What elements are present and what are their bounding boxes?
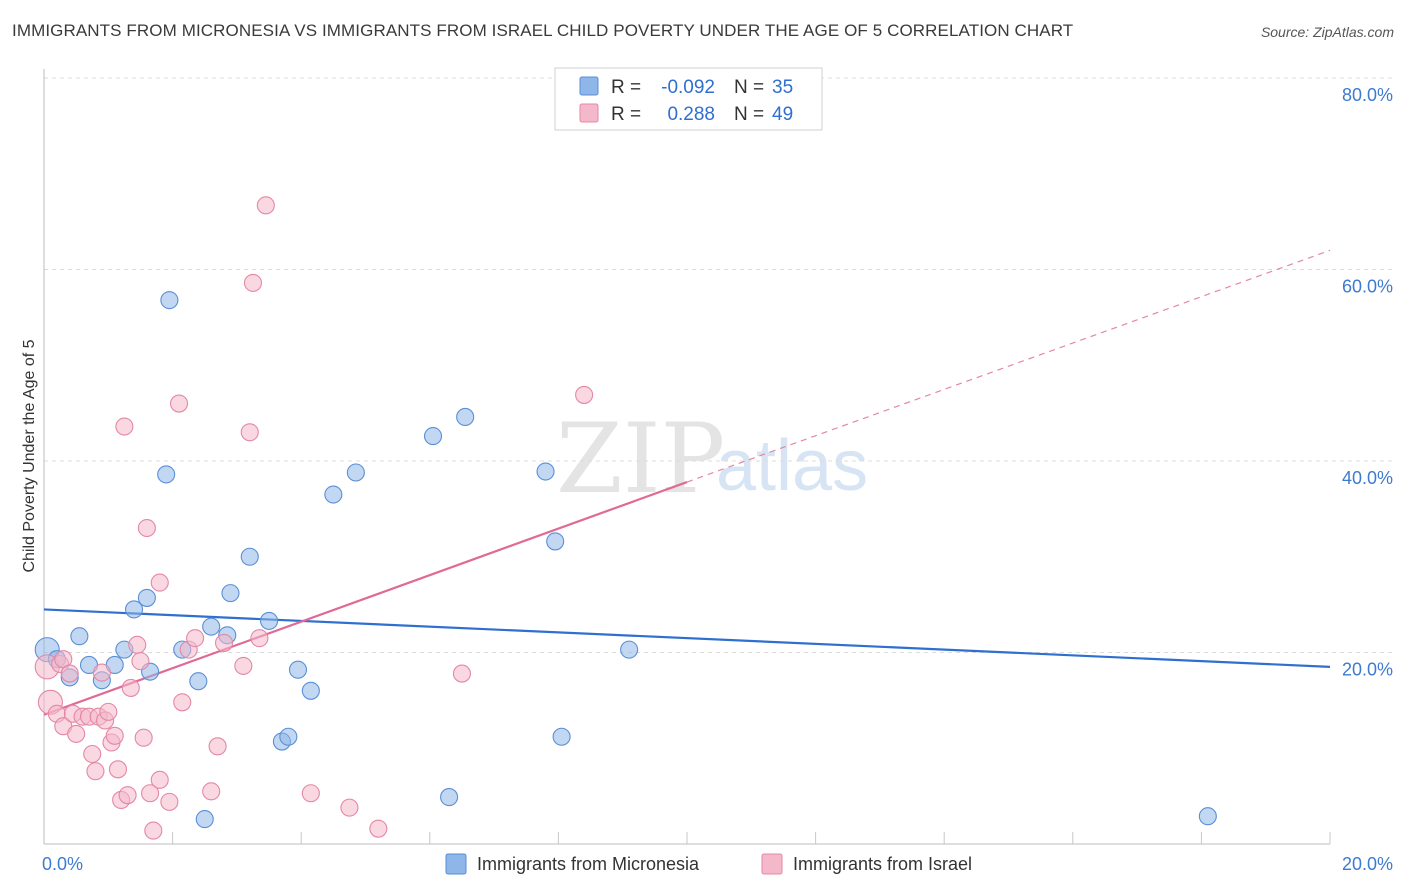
y-axis-label: Child Poverty Under the Age of 5 <box>21 339 38 572</box>
point-series0-24 <box>301 681 320 700</box>
point-series0-3 <box>70 627 89 646</box>
point-series0-11 <box>160 291 179 310</box>
point-series0-23 <box>288 660 308 679</box>
point-series1-42 <box>243 273 263 292</box>
point-series1-12 <box>86 762 105 781</box>
point-series1-32 <box>160 792 179 811</box>
point-series0-34 <box>1198 807 1217 826</box>
point-series0-31 <box>546 532 565 551</box>
point-series1-43 <box>250 629 269 648</box>
point-series1-46 <box>340 798 359 817</box>
legend-swatch-israel <box>579 103 599 123</box>
trend-line-0 <box>43 608 1331 668</box>
point-series1-11 <box>83 744 102 764</box>
chart-title: IMMIGRANTS FROM MICRONESIA VS IMMIGRANTS… <box>12 21 1074 40</box>
point-series1-36 <box>186 629 205 648</box>
point-series0-22 <box>279 727 298 746</box>
point-series1-39 <box>214 633 234 652</box>
series-legend-swatch-israel <box>761 853 783 875</box>
axes <box>43 69 1330 845</box>
point-series1-14 <box>92 663 111 682</box>
point-series1-30 <box>150 770 169 789</box>
point-series1-45 <box>301 784 320 803</box>
point-series1-27 <box>137 518 156 538</box>
y-tick-label-1: 40.0% <box>1342 468 1393 488</box>
point-series1-18 <box>105 726 124 745</box>
point-series1-29 <box>144 821 163 840</box>
point-series1-16 <box>99 702 118 721</box>
watermark-zip: ZIP <box>556 403 725 515</box>
point-series0-27 <box>423 427 443 446</box>
point-series0-14 <box>189 672 208 691</box>
source-credit: Source: ZipAtlas.com <box>1260 24 1394 40</box>
legend-n-label-israel: N = <box>734 104 764 125</box>
x-axis-ticks: 0.0% 20.0% <box>42 854 1393 874</box>
point-series0-32 <box>552 727 571 746</box>
point-series1-26 <box>134 728 153 747</box>
point-series1-49 <box>575 385 594 404</box>
point-series0-18 <box>221 584 240 603</box>
watermark-atlas: atlas <box>716 426 868 506</box>
legend-r-label-micronesia: R = <box>611 77 641 98</box>
point-series0-16 <box>202 617 221 636</box>
point-series0-25 <box>324 485 343 504</box>
point-series1-6 <box>60 664 79 683</box>
point-series1-47 <box>369 819 388 838</box>
point-series1-19 <box>108 760 127 779</box>
legend-swatch-micronesia <box>579 76 599 96</box>
y-tick-label-0: 20.0% <box>1342 660 1393 680</box>
legend-r-value-micronesia: -0.092 <box>661 77 715 98</box>
legend-box <box>554 67 823 131</box>
legend-n-label-micronesia: N = <box>734 77 764 98</box>
point-series0-9 <box>137 588 156 607</box>
legend: R = -0.092 N = 35 R = 0.288 N = 49 <box>554 67 823 131</box>
point-series1-21 <box>115 417 134 436</box>
point-series1-34 <box>173 693 192 712</box>
y-tick-label-3: 80.0% <box>1342 85 1393 105</box>
watermark: ZIP atlas <box>556 403 868 515</box>
series-legend-label-israel: Immigrants from Israel <box>793 854 972 874</box>
point-series1-38 <box>208 737 227 756</box>
point-series0-28 <box>440 788 459 807</box>
point-series0-30 <box>536 462 555 481</box>
point-series1-31 <box>150 573 169 592</box>
point-series0-26 <box>346 463 365 482</box>
y-axis-ticks: 20.0% 40.0% 60.0% 80.0% <box>1342 85 1393 680</box>
series-legend: Immigrants from Micronesia Immigrants fr… <box>445 853 972 875</box>
legend-r-value-israel: 0.288 <box>667 104 715 125</box>
point-series1-40 <box>234 656 253 675</box>
point-series1-41 <box>240 423 259 442</box>
point-series1-48 <box>452 664 472 683</box>
point-series0-20 <box>259 611 279 630</box>
series-legend-label-micronesia: Immigrants from Micronesia <box>477 854 700 874</box>
point-series1-33 <box>169 394 189 413</box>
point-series0-33 <box>620 640 639 659</box>
point-series0-29 <box>456 407 475 427</box>
point-series1-44 <box>256 196 275 215</box>
point-series0-12 <box>157 465 176 484</box>
point-series0-19 <box>240 547 259 566</box>
point-series1-22 <box>118 786 137 805</box>
trend-lines <box>43 249 1331 716</box>
point-series1-24 <box>128 635 147 654</box>
x-tick-label-0: 0.0% <box>42 854 83 874</box>
trend-line-extension-1 <box>686 249 1331 483</box>
point-series1-28 <box>141 784 160 803</box>
grid-lines <box>43 77 1393 844</box>
data-points <box>34 196 1217 840</box>
y-tick-label-2: 60.0% <box>1342 277 1393 297</box>
legend-n-value-micronesia: 35 <box>772 77 793 98</box>
legend-r-label-israel: R = <box>611 104 641 125</box>
point-series0-8 <box>124 600 144 619</box>
point-series1-23 <box>121 678 140 697</box>
point-series1-8 <box>67 724 86 743</box>
x-tick-label-1: 20.0% <box>1342 854 1393 874</box>
point-series1-25 <box>131 652 150 671</box>
point-series1-37 <box>202 782 221 801</box>
series-legend-swatch-micronesia <box>445 853 467 875</box>
legend-n-value-israel: 49 <box>772 104 793 125</box>
point-series0-15 <box>195 810 214 829</box>
